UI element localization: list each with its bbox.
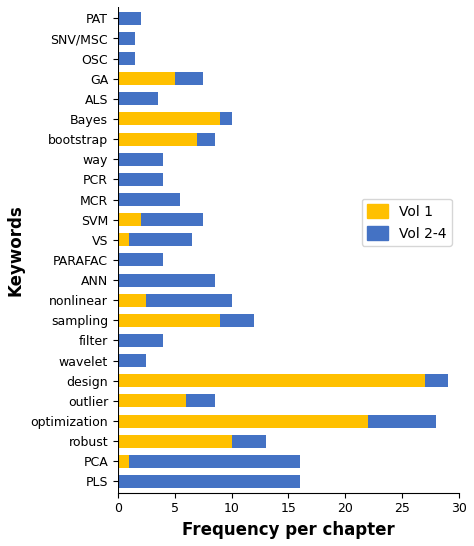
Bar — [118, 133, 198, 146]
Bar — [118, 374, 425, 387]
Bar — [118, 455, 129, 468]
Legend: Vol 1, Vol 2-4: Vol 1, Vol 2-4 — [362, 199, 452, 246]
Bar — [368, 414, 437, 428]
Bar — [118, 294, 146, 307]
Bar — [118, 213, 141, 226]
Bar — [118, 314, 220, 327]
Bar — [118, 435, 232, 448]
Bar — [425, 374, 448, 387]
Bar — [129, 455, 300, 468]
Bar — [118, 11, 141, 25]
Bar — [118, 92, 158, 105]
Y-axis label: Keywords: Keywords — [7, 204, 25, 296]
Bar — [118, 52, 135, 65]
Bar — [198, 133, 215, 146]
Bar — [118, 112, 220, 126]
Bar — [118, 233, 129, 246]
Bar — [220, 112, 232, 126]
X-axis label: Frequency per chapter: Frequency per chapter — [182, 521, 395, 539]
Bar — [118, 153, 164, 166]
Bar — [146, 294, 232, 307]
Bar — [118, 173, 164, 186]
Bar — [220, 314, 255, 327]
Bar — [129, 233, 192, 246]
Bar — [118, 414, 368, 428]
Bar — [118, 253, 164, 266]
Bar — [118, 274, 215, 287]
Bar — [118, 475, 300, 488]
Bar — [118, 394, 186, 407]
Bar — [232, 435, 266, 448]
Bar — [175, 72, 203, 85]
Bar — [118, 354, 146, 367]
Bar — [118, 193, 181, 206]
Bar — [118, 72, 175, 85]
Bar — [186, 394, 215, 407]
Bar — [118, 32, 135, 45]
Bar — [118, 334, 164, 347]
Bar — [141, 213, 203, 226]
